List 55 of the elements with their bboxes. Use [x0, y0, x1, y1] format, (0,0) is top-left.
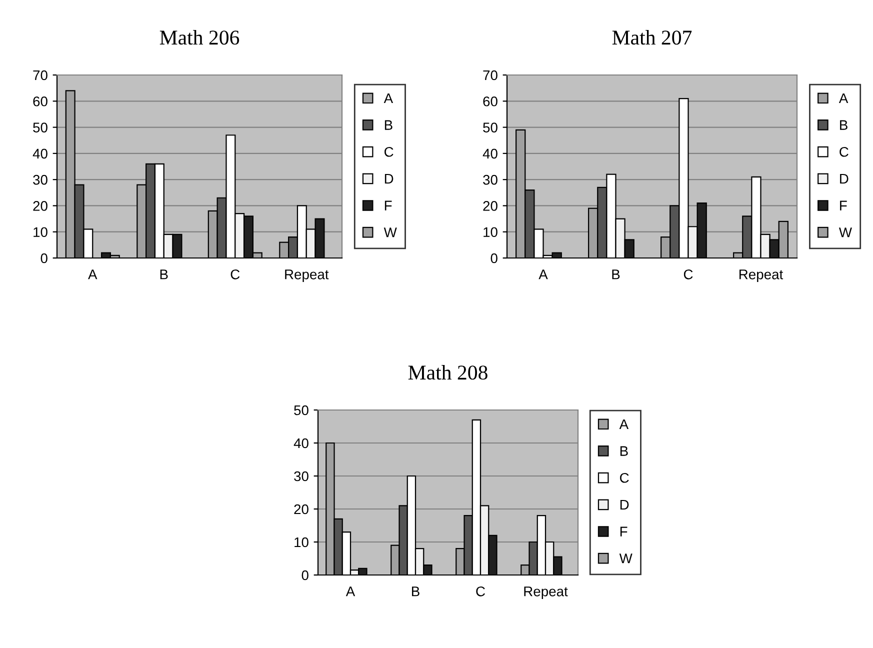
legend-label: C [384, 146, 394, 157]
x-tick-label: B [160, 270, 168, 280]
y-tick-label: 10 [294, 537, 308, 548]
x-tick-label: C [684, 269, 693, 280]
legend-label: D [384, 174, 394, 184]
chart-title: Math 207 [612, 30, 692, 45]
y-tick-label: 50 [483, 122, 498, 132]
x-tick-label: A [538, 270, 548, 280]
y-tick-label: 0 [490, 253, 498, 264]
y-tick-label: 20 [483, 201, 498, 211]
y-tick-label: 40 [482, 148, 498, 159]
x-tick-label: Repeat [740, 270, 784, 282]
x-tick-label: B [612, 270, 620, 280]
y-tick-label: 20 [294, 504, 308, 514]
y-tick-label: 70 [483, 70, 498, 80]
legend-label: F [620, 526, 628, 536]
y-tick-label: 0 [302, 570, 308, 580]
y-tick-label: 20 [33, 201, 48, 211]
legend-label: W [619, 554, 632, 564]
legend-label: W [384, 228, 397, 238]
y-tick-label: 0 [40, 253, 48, 264]
y-tick-label: 60 [483, 96, 498, 106]
legend-label: D [620, 500, 629, 510]
legend-label: A [384, 93, 394, 103]
y-tick-label: 60 [33, 96, 48, 106]
y-tick-label: 30 [483, 174, 498, 185]
legend-label: C [620, 472, 629, 483]
legend-label: A [619, 419, 629, 429]
legend-label: A [838, 93, 848, 103]
x-tick-label: Repeat [524, 586, 568, 600]
x-tick-label: A [88, 270, 98, 280]
legend-label: C [840, 146, 848, 157]
x-tick-label: B [412, 586, 420, 596]
y-tick-label: 30 [33, 174, 48, 185]
chart-title: Math 206 [160, 30, 240, 45]
legend-label: B [620, 446, 628, 456]
x-tick-label: C [230, 269, 240, 280]
x-tick-label: Repeat [285, 270, 329, 282]
y-tick-label: 40 [294, 438, 308, 448]
legend-label: F [840, 200, 847, 210]
legend-label: D [840, 174, 848, 184]
chart-title: Math 208 [408, 364, 488, 380]
y-tick-label: 50 [294, 405, 308, 416]
legend-label: B [840, 120, 848, 130]
y-tick-label: 40 [32, 148, 48, 159]
legend-label: W [838, 228, 852, 238]
x-tick-label: C [476, 586, 485, 596]
y-tick-label: 10 [34, 227, 48, 238]
legend-label: B [384, 120, 392, 130]
y-tick-label: 10 [484, 227, 498, 238]
x-tick-label: A [346, 586, 356, 596]
y-tick-label: 30 [294, 471, 308, 482]
legend-label: F [384, 200, 392, 210]
y-tick-label: 50 [33, 122, 48, 132]
y-tick-label: 70 [33, 70, 48, 80]
